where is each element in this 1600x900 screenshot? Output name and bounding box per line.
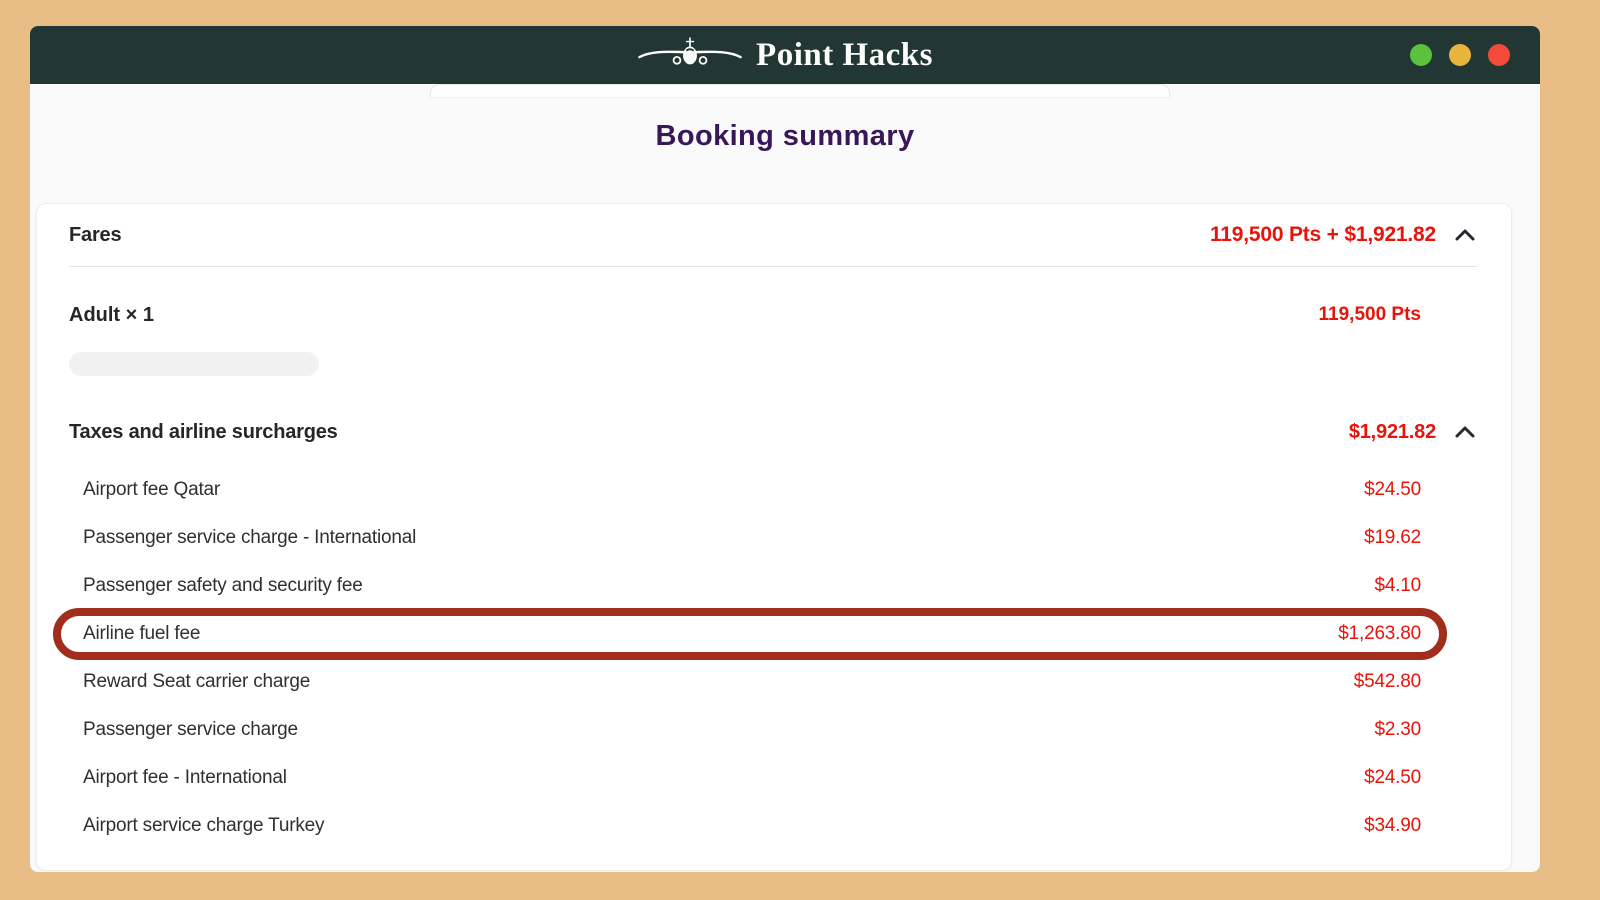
chevron-up-icon[interactable] xyxy=(1454,425,1476,439)
fee-row: Passenger service charge - International… xyxy=(37,514,1511,562)
fee-label: Airport service charge Turkey xyxy=(83,815,325,836)
fee-value: $19.62 xyxy=(1364,527,1421,548)
brand-title: Point Hacks xyxy=(756,36,933,73)
fares-total-value: 119,500 Pts + $1,921.82 xyxy=(1209,223,1436,246)
red-light-button[interactable] xyxy=(1488,44,1510,66)
airplane-icon xyxy=(637,35,743,76)
site-header: Point Hacks xyxy=(30,26,1540,84)
fares-label: Fares xyxy=(69,223,122,246)
brand-logo: Point Hacks xyxy=(637,35,933,76)
chevron-up-icon[interactable] xyxy=(1454,228,1476,242)
taxes-label: Taxes and airline surcharges xyxy=(69,420,338,443)
fee-value: $1,263.80 xyxy=(1338,623,1421,644)
yellow-light-button[interactable] xyxy=(1449,44,1471,66)
fee-row: Passenger safety and security fee $4.10 xyxy=(37,562,1511,610)
fee-value: $542.80 xyxy=(1353,671,1421,692)
redacted-placeholder xyxy=(69,352,319,376)
fee-label: Airline fuel fee xyxy=(83,623,201,644)
adult-label: Adult × 1 xyxy=(69,303,155,326)
fee-label: Reward Seat carrier charge xyxy=(83,671,311,692)
taxes-section-header[interactable]: Taxes and airline surcharges $1,921.82 xyxy=(37,410,1511,454)
section-divider xyxy=(69,266,1477,267)
app-window: Point Hacks Booking summary Fares 119,50… xyxy=(30,26,1540,872)
fee-label: Passenger service charge - International xyxy=(83,527,417,548)
fares-section-header[interactable]: Fares 119,500 Pts + $1,921.82 xyxy=(37,204,1511,266)
fee-row: Airport service charge Turkey $34.90 xyxy=(37,802,1511,850)
taxes-total-value: $1,921.82 xyxy=(1348,420,1436,443)
fee-value: $24.50 xyxy=(1364,479,1421,500)
fee-value: $34.90 xyxy=(1364,815,1421,836)
green-light-button[interactable] xyxy=(1410,44,1432,66)
traffic-lights xyxy=(1410,44,1510,66)
page-title: Booking summary xyxy=(655,120,915,152)
fee-row-highlighted: Airline fuel fee $1,263.80 xyxy=(37,608,1511,660)
fee-row: Airport fee Qatar $24.50 xyxy=(37,466,1511,514)
adult-fare-row: Adult × 1 119,500 Pts xyxy=(37,293,1511,337)
fee-value: $4.10 xyxy=(1374,575,1421,596)
fee-label: Airport fee Qatar xyxy=(83,479,221,500)
fee-label: Passenger safety and security fee xyxy=(83,575,363,596)
fee-value: $24.50 xyxy=(1364,767,1421,788)
fees-list: Airport fee Qatar $24.50 Passenger servi… xyxy=(37,466,1511,850)
fee-label: Airport fee - International xyxy=(83,767,287,788)
adult-points-value: 119,500 Pts xyxy=(1318,304,1421,325)
scrolled-card-top-edge xyxy=(430,84,1170,97)
fee-row: Reward Seat carrier charge $542.80 xyxy=(37,658,1511,706)
fee-row: Passenger service charge $2.30 xyxy=(37,706,1511,754)
fee-value: $2.30 xyxy=(1374,719,1421,740)
booking-summary-card: Fares 119,500 Pts + $1,921.82 Adult × 1 … xyxy=(36,203,1512,871)
fee-label: Passenger service charge xyxy=(83,719,298,740)
fee-row: Airport fee - International $24.50 xyxy=(37,754,1511,802)
